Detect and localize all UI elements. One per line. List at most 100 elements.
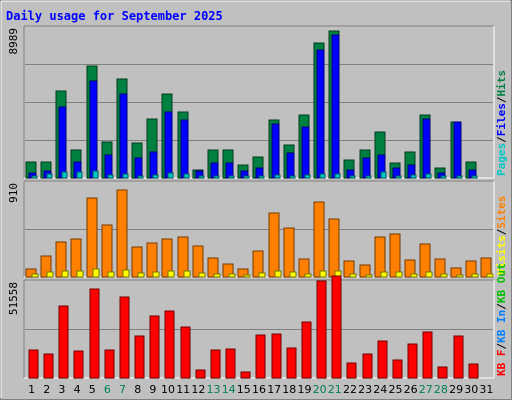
bar-visits-day-2 bbox=[46, 271, 54, 278]
bar-files-day-29 bbox=[453, 121, 462, 179]
bar-sites-day-12 bbox=[192, 245, 204, 278]
bar-kb-f-day-27 bbox=[422, 331, 433, 379]
legend-entry: Pages bbox=[495, 143, 508, 176]
bar-visits-day-4 bbox=[76, 270, 84, 278]
legend-separator: / bbox=[495, 303, 508, 310]
bar-visits-day-20 bbox=[319, 270, 327, 278]
bar-visits-day-13 bbox=[213, 273, 221, 278]
bar-sites-day-30 bbox=[465, 260, 477, 278]
bar-pages-day-18 bbox=[289, 175, 296, 179]
legend-separator: / bbox=[495, 228, 508, 235]
bar-kb-f-day-5 bbox=[89, 288, 100, 379]
day-label: 6 bbox=[104, 383, 111, 396]
bar-kb-f-day-23 bbox=[362, 353, 373, 379]
day-label: 15 bbox=[237, 383, 251, 396]
bar-sites-day-24 bbox=[374, 236, 386, 278]
bar-sites-day-29 bbox=[450, 267, 462, 278]
bar-pages-day-13 bbox=[213, 175, 220, 179]
bar-pages-day-20 bbox=[319, 173, 326, 179]
bar-pages-day-3 bbox=[61, 171, 68, 179]
bar-files-day-8 bbox=[134, 157, 143, 179]
bar-sites-day-27 bbox=[419, 243, 431, 278]
bar-visits-day-15 bbox=[243, 274, 251, 278]
day-label: 13 bbox=[207, 383, 221, 396]
bar-visits-day-27 bbox=[425, 271, 433, 278]
bar-kb-f-day-16 bbox=[255, 334, 266, 379]
bar-sites-day-31 bbox=[480, 257, 492, 278]
bar-kb-f-day-21 bbox=[331, 275, 342, 379]
day-label: 18 bbox=[282, 383, 296, 396]
bar-kb-f-day-8 bbox=[134, 335, 145, 379]
bar-visits-day-24 bbox=[380, 271, 388, 278]
legend-entry: KB Out bbox=[495, 263, 508, 303]
bar-sites-day-6 bbox=[101, 224, 113, 278]
panel-sites-visits: 910 Visits/Sites bbox=[7, 180, 508, 278]
bar-visits-day-30 bbox=[471, 273, 479, 278]
bar-visits-day-14 bbox=[228, 273, 236, 278]
bar-visits-day-3 bbox=[61, 270, 69, 278]
legend-entry: Visits bbox=[495, 235, 508, 275]
bar-files-day-20 bbox=[316, 49, 325, 179]
bar-pages-day-8 bbox=[137, 175, 144, 179]
bar-sites-day-3 bbox=[55, 241, 67, 278]
bar-files-day-7 bbox=[119, 93, 128, 179]
day-label: 29 bbox=[449, 383, 463, 396]
bar-pages-day-12 bbox=[198, 175, 205, 179]
bar-sites-day-13 bbox=[207, 257, 219, 278]
bar-files-day-17 bbox=[271, 123, 280, 179]
bar-visits-day-6 bbox=[107, 271, 115, 278]
bar-files-day-21 bbox=[331, 34, 340, 179]
bar-kb-f-day-22 bbox=[346, 362, 357, 379]
bar-visits-day-9 bbox=[152, 271, 160, 278]
bar-kb-f-day-1 bbox=[28, 349, 39, 379]
panel-legend: Pages/Files/Hits bbox=[495, 70, 508, 176]
bar-pages-day-17 bbox=[274, 174, 281, 179]
bar-files-day-11 bbox=[180, 119, 189, 179]
bar-pages-day-9 bbox=[152, 174, 159, 179]
chart-panels: 8989Pages/Files/Hits910Visits/Sites51558… bbox=[7, 25, 508, 379]
bar-pages-day-30 bbox=[471, 175, 478, 179]
bar-pages-day-6 bbox=[107, 174, 114, 179]
day-label: 14 bbox=[222, 383, 236, 396]
legend-entry: Hits bbox=[495, 70, 508, 97]
legend-separator: / bbox=[495, 343, 508, 350]
legend-entry: Sites bbox=[495, 196, 508, 229]
bar-kb-f-day-15 bbox=[240, 371, 251, 379]
bar-visits-day-22 bbox=[349, 273, 357, 278]
bar-visits-day-17 bbox=[274, 270, 282, 278]
bar-sites-day-10 bbox=[161, 238, 173, 278]
legend-separator: / bbox=[495, 136, 508, 143]
bar-files-day-19 bbox=[301, 126, 310, 179]
day-label: 5 bbox=[89, 383, 96, 396]
legend-entry: KB F bbox=[495, 350, 508, 377]
day-label: 23 bbox=[358, 383, 372, 396]
bar-files-day-3 bbox=[58, 106, 67, 179]
day-label: 19 bbox=[298, 383, 312, 396]
bar-sites-day-23 bbox=[359, 264, 371, 278]
bar-kb-f-day-28 bbox=[437, 366, 448, 379]
day-label: 12 bbox=[191, 383, 205, 396]
bar-sites-day-2 bbox=[40, 255, 52, 278]
bar-kb-f-day-26 bbox=[407, 343, 418, 379]
bar-kb-f-day-4 bbox=[73, 350, 84, 379]
panel-max-label: 910 bbox=[7, 183, 20, 203]
bar-kb-f-day-10 bbox=[164, 310, 175, 379]
bar-kb-f-day-3 bbox=[58, 305, 69, 379]
bar-sites-day-17 bbox=[268, 212, 280, 278]
day-label: 26 bbox=[404, 383, 418, 396]
bar-sites-day-20 bbox=[313, 201, 325, 278]
day-labels: 1 2 3 4 5 6 7 8 9 10 11 12 13 14 15 16 17 18 19 20 21 22 23 24 2… bbox=[28, 383, 493, 396]
bar-kb-f-day-11 bbox=[180, 326, 191, 379]
bar-files-day-9 bbox=[149, 151, 158, 179]
day-label: 20 bbox=[313, 383, 327, 396]
chart-title: Daily usage for September 2025 bbox=[6, 9, 223, 23]
day-label: 1 bbox=[28, 383, 35, 396]
bar-sites-day-25 bbox=[389, 233, 401, 278]
bar-pages-day-16 bbox=[258, 175, 265, 179]
bar-sites-day-15 bbox=[237, 268, 249, 278]
day-label: 10 bbox=[161, 383, 175, 396]
bar-visits-day-18 bbox=[289, 271, 297, 278]
bar-visits-day-23 bbox=[365, 274, 373, 278]
